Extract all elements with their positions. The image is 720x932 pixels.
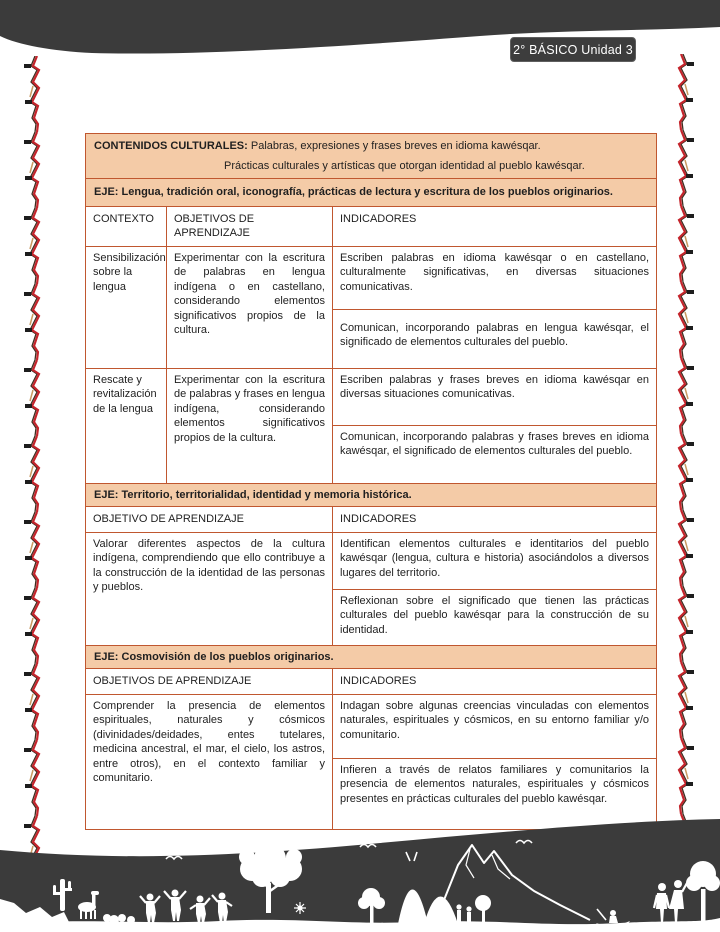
objetivo-cell: Experimentar con la escritura de palabra… bbox=[166, 246, 332, 368]
indicadores-stack: Identifican elementos culturales e ident… bbox=[332, 532, 656, 645]
section1-row-2: Rescate y revitalización de la lengua Ex… bbox=[86, 367, 656, 483]
indicador-cell: Comunican, incorporando palabras en leng… bbox=[333, 308, 656, 368]
header-objetivos: OBJETIVOS DE APRENDIZAJE bbox=[93, 675, 252, 688]
small-people-icon bbox=[446, 904, 472, 923]
eje3-title: EJE: Cosmovisión de los pueblos originar… bbox=[86, 645, 656, 669]
header-objetivos: OBJETIVOS DE APRENDIZAJE bbox=[166, 206, 332, 246]
objetivo-cell: Experimentar con la escritura de palabra… bbox=[166, 368, 332, 483]
mid-tree-icon bbox=[475, 895, 491, 923]
header-objetivo: OBJETIVO DE APRENDIZAJE bbox=[93, 513, 244, 526]
objetivo-cell: Valorar diferentes aspectos de la cultur… bbox=[93, 537, 325, 594]
indicadores-stack: Indagan sobre algunas creencias vinculad… bbox=[332, 694, 656, 829]
indicador-cell: Identifican elementos culturales e ident… bbox=[340, 537, 649, 579]
llama-icon bbox=[78, 891, 99, 919]
section1-header-row: CONTEXTO OBJETIVOS DE APRENDIZAJE INDICA… bbox=[86, 205, 656, 246]
curriculum-table: CONTENIDOS CULTURALES: Palabras, expresi… bbox=[85, 133, 657, 830]
unit-badge-label: 2° BÁSICO Unidad 3 bbox=[513, 42, 633, 57]
section3-header-row: OBJETIVOS DE APRENDIZAJE INDICADORES bbox=[86, 668, 656, 694]
contenidos-cell: CONTENIDOS CULTURALES: Palabras, expresi… bbox=[86, 134, 656, 179]
mountain-icon bbox=[435, 844, 591, 921]
textile-zigzag-border-left-icon bbox=[21, 56, 47, 856]
star-flower-icon bbox=[294, 902, 306, 914]
eje2-row: EJE: Territorio, territorialidad, identi… bbox=[86, 482, 656, 507]
indicadores-stack: Escriben palabras en idioma kawésqar o e… bbox=[332, 246, 656, 368]
contenidos-label: CONTENIDOS CULTURALES: bbox=[94, 140, 248, 152]
indicador-cell: Comunican, incorporando palabras y frase… bbox=[333, 424, 656, 482]
indicadores-stack: Escriben palabras y frases breves en idi… bbox=[332, 368, 656, 483]
section3-row: Comprender la presencia de elementos esp… bbox=[86, 693, 656, 829]
header-contexto: CONTEXTO bbox=[93, 212, 154, 225]
indicador-cell: Indagan sobre algunas creencias vinculad… bbox=[340, 699, 649, 741]
indicador-cell: Escriben palabras y frases breves en idi… bbox=[340, 373, 649, 401]
header-indicadores: INDICADORES bbox=[332, 206, 656, 246]
section2-row: Valorar diferentes aspectos de la cultur… bbox=[86, 531, 656, 645]
canoe-person-icon bbox=[596, 908, 630, 929]
indicador-cell: Escriben palabras en idioma kawésqar o e… bbox=[340, 251, 649, 293]
birds-icon bbox=[165, 839, 533, 861]
top-band-decoration bbox=[0, 0, 720, 54]
footer-illustration bbox=[0, 819, 720, 932]
section2-header-row: OBJETIVO DE APRENDIZAJE INDICADORES bbox=[86, 506, 656, 532]
standing-people-icon bbox=[652, 880, 688, 923]
contenidos-line1: CONTENIDOS CULTURALES: Palabras, expresi… bbox=[94, 139, 648, 154]
contenidos-text1: Palabras, expresiones y frases breves en… bbox=[250, 140, 541, 152]
indicador-cell: Reflexionan sobre el significado que tie… bbox=[333, 588, 656, 645]
contenidos-text2: Prácticas culturales y artísticas que ot… bbox=[224, 159, 585, 172]
big-tree-icon bbox=[239, 834, 302, 913]
header-indicadores: INDICADORES bbox=[332, 507, 656, 532]
eje3-row: EJE: Cosmovisión de los pueblos originar… bbox=[86, 644, 656, 669]
ground-icon bbox=[0, 918, 720, 932]
header-indicadores: INDICADORES bbox=[332, 669, 656, 694]
contenidos-row: CONTENIDOS CULTURALES: Palabras, expresi… bbox=[86, 134, 656, 179]
textile-zigzag-border-right-icon bbox=[671, 54, 697, 844]
section1-row-1: Sensibilización sobre la lengua Experime… bbox=[86, 245, 656, 368]
unit-badge: 2° BÁSICO Unidad 3 bbox=[510, 37, 636, 62]
eje2-title: EJE: Territorio, territorialidad, identi… bbox=[86, 483, 656, 507]
small-tree-icon bbox=[358, 888, 385, 923]
contexto-cell: Sensibilización sobre la lengua bbox=[93, 251, 166, 293]
objetivo-cell: Comprender la presencia de elementos esp… bbox=[93, 699, 325, 785]
dancing-people-icon bbox=[139, 889, 233, 923]
eje1-row: EJE: Lengua, tradición oral, iconografía… bbox=[86, 178, 656, 206]
bushes-icon bbox=[103, 914, 135, 925]
eje1-title: EJE: Lengua, tradición oral, iconografía… bbox=[86, 179, 656, 206]
indicador-cell: Infieren a través de relatos familiares … bbox=[333, 757, 656, 828]
contexto-cell: Rescate y revitalización de la lengua bbox=[93, 373, 157, 415]
right-tree-icon bbox=[686, 861, 720, 921]
cactus-icon bbox=[53, 879, 72, 911]
